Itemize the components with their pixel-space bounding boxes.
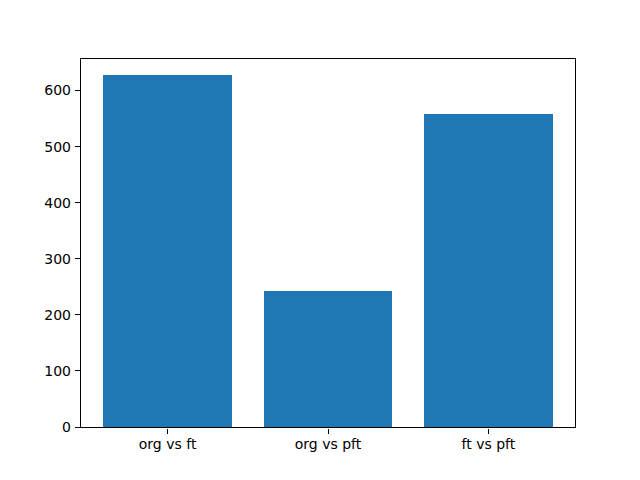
plot-area: 0100200300400500600 org vs ftorg vs pftf… [80,58,576,428]
x-tick [328,429,329,434]
y-tick [75,202,80,203]
y-tick [75,427,80,428]
y-tick [75,146,80,147]
x-tick [167,429,168,434]
y-tick [75,370,80,371]
y-tick-label: 500 [44,138,71,156]
x-tick-label: org vs ft [139,436,197,452]
y-tick [75,90,80,91]
y-tick-label: 0 [62,418,71,436]
y-tick-label: 300 [44,250,71,268]
x-tick [488,429,489,434]
bar-org-vs-ft [103,75,231,427]
y-tick [75,314,80,315]
bar-org-vs-pft [264,291,392,427]
x-tick-label: ft vs pft [462,436,516,452]
y-tick [75,258,80,259]
figure: 0 100 200 300 400 500 600 org vs ft org vs pft f… [0,0,640,480]
y-tick-label: 100 [44,362,71,380]
x-tick-label: org vs pft [295,436,362,452]
y-tick-label: 200 [44,306,71,324]
bar-ft-vs-pft [424,114,552,427]
y-tick-label: 400 [44,194,71,212]
y-tick-label: 600 [44,81,71,99]
